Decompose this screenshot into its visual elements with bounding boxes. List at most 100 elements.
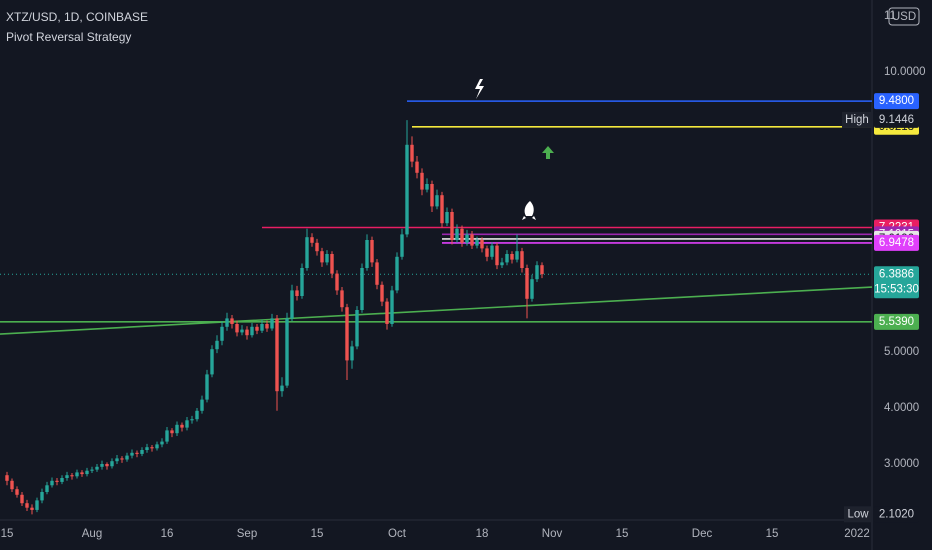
candle-body	[450, 211, 454, 240]
up-arrow-icon	[542, 146, 554, 159]
indicator-name: Pivot Reversal Strategy	[6, 30, 131, 44]
candle-body	[270, 318, 274, 329]
candle-body	[265, 323, 269, 329]
candle-body	[385, 301, 389, 324]
candle-body	[155, 444, 159, 449]
y-tick-label: 5.0000	[884, 346, 919, 358]
candle-body	[165, 430, 169, 442]
level-label: 5.5390	[879, 316, 914, 328]
x-tick-label: Dec	[692, 528, 713, 540]
plot-area	[0, 100, 873, 515]
x-tick-label: Sep	[237, 528, 257, 540]
candle-body	[465, 234, 469, 243]
candle-body	[250, 326, 254, 336]
candle-body	[45, 485, 49, 492]
level-badge	[874, 313, 919, 330]
currency-label[interactable]: USD	[892, 11, 916, 23]
candle-body	[425, 183, 429, 190]
candle-body	[415, 161, 419, 173]
candle-body	[530, 279, 534, 299]
candle-body	[100, 463, 104, 467]
x-tick-label: Oct	[388, 528, 407, 540]
candle-body	[180, 424, 184, 428]
symbol-title: XTZ/USD, 1D, COINBASE	[6, 10, 148, 24]
candle-body	[240, 329, 244, 333]
x-tick-label: 16	[161, 528, 174, 540]
high-label: 9.1446	[879, 114, 914, 126]
candle-body	[445, 211, 449, 224]
candle-body	[140, 449, 144, 454]
y-tick-label: 10.0000	[884, 66, 926, 78]
candle-body	[260, 323, 264, 331]
candle-body	[475, 239, 479, 246]
candle-body	[285, 318, 289, 386]
candle-body	[525, 267, 529, 299]
level-label: 9.4800	[879, 95, 914, 107]
y-tick-label: 3.0000	[884, 458, 919, 470]
candle-body	[195, 410, 199, 420]
candle-body	[220, 326, 224, 341]
candle-body	[485, 248, 489, 257]
candle-body	[115, 458, 119, 462]
lightning-icon	[475, 79, 484, 99]
candle-body	[150, 447, 154, 449]
candle-body	[215, 340, 219, 350]
trendline	[0, 286, 873, 335]
x-tick-label: Aug	[82, 528, 102, 540]
candle-body	[255, 326, 259, 331]
candle-body	[160, 441, 164, 445]
candle-body	[35, 500, 39, 510]
candle-body	[340, 290, 344, 308]
candle-body	[185, 420, 189, 428]
candle-body	[60, 477, 64, 482]
candle-body	[350, 346, 354, 361]
candle-body	[145, 447, 149, 450]
x-tick-label: 15	[766, 528, 779, 540]
candle-body	[365, 239, 369, 268]
candle-body	[235, 323, 239, 333]
candle-body	[370, 239, 374, 263]
candle-body	[5, 475, 9, 481]
currency-badge[interactable]	[888, 7, 920, 26]
candle-body	[440, 195, 444, 224]
candle-body	[390, 290, 394, 324]
candle-body	[90, 469, 94, 471]
candle-body	[55, 480, 59, 482]
candle-body	[375, 262, 379, 285]
candle-body	[175, 424, 179, 434]
candle-body	[325, 253, 329, 263]
candle-body	[120, 458, 124, 460]
candle-body	[245, 329, 249, 336]
candle-body	[15, 489, 19, 495]
candle-body	[515, 251, 519, 260]
candle-body	[320, 251, 324, 263]
candle-body	[135, 452, 139, 454]
candle-body	[275, 318, 279, 392]
candle-body	[65, 475, 69, 478]
candle-body	[170, 430, 174, 434]
candle-body	[85, 470, 89, 475]
level-label: 6.9478	[879, 237, 914, 249]
high-tag: High	[845, 114, 869, 126]
candle-body	[225, 318, 229, 327]
x-tick-label: 15	[616, 528, 629, 540]
candle-body	[280, 385, 284, 392]
candle-body	[430, 183, 434, 207]
candle-body	[125, 455, 129, 460]
candle-body	[355, 309, 359, 347]
candle-body	[330, 253, 334, 274]
candle-body	[95, 466, 99, 470]
current-label: 6.3886	[879, 268, 914, 280]
candle-body	[335, 273, 339, 291]
candle-body	[460, 228, 464, 243]
high-badge	[874, 111, 919, 128]
candle-body	[30, 507, 34, 510]
candle-body	[40, 491, 44, 501]
candle-body	[210, 349, 214, 375]
candle-body	[75, 472, 79, 477]
candle-body	[295, 290, 299, 296]
rocket-icon	[522, 201, 536, 220]
candle-body	[510, 253, 514, 260]
countdown: 15:53:30	[874, 283, 919, 295]
